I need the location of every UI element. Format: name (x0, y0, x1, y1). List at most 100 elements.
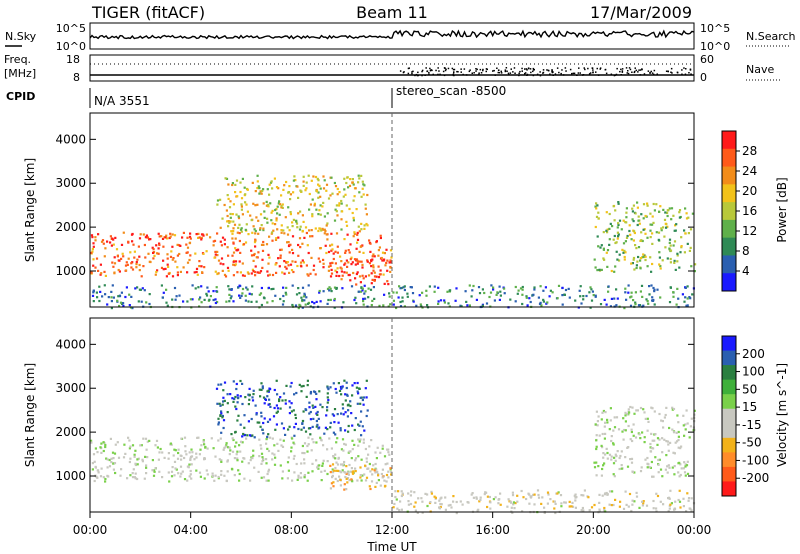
echo-cell (291, 303, 294, 307)
echo-cell (640, 231, 643, 234)
echo-cell (91, 248, 94, 251)
echo-cell (340, 393, 343, 396)
echo-cell (343, 488, 346, 491)
echo-cell (212, 298, 215, 302)
echo-cell (339, 429, 342, 432)
echo-cell (198, 453, 201, 456)
echo-cell (580, 302, 583, 305)
echo-cell (326, 460, 329, 463)
echo-cell (300, 462, 303, 465)
echo-cell (357, 438, 360, 441)
echo-cell (221, 414, 224, 418)
echo-cell (180, 458, 183, 461)
echo-cell (348, 207, 351, 211)
echo-cell (342, 195, 345, 198)
nave-point (521, 67, 523, 70)
freq-label-line1: Freq. (4, 53, 31, 66)
echo-cell (364, 297, 367, 300)
echo-cell (609, 222, 612, 225)
echo-cell (666, 465, 669, 468)
echo-cell (672, 407, 676, 411)
echo-cell (213, 239, 217, 242)
echo-cell (633, 268, 636, 271)
echo-cell (297, 212, 300, 215)
nave-point (525, 68, 528, 70)
echo-cell (284, 433, 287, 436)
echo-cell (125, 269, 128, 272)
echo-cell (172, 257, 175, 260)
echo-cell (231, 182, 234, 185)
echo-cell (252, 202, 255, 205)
echo-cell (322, 444, 325, 447)
echo-cell (110, 296, 113, 299)
echo-cell (206, 447, 209, 450)
echo-cell (574, 499, 577, 502)
echo-cell (406, 292, 409, 295)
echo-cell (627, 408, 630, 411)
echo-cell (212, 290, 215, 293)
echo-cell (232, 227, 235, 230)
echo-cell (541, 496, 544, 499)
echo-cell (318, 289, 321, 293)
echo-cell (106, 474, 109, 477)
echo-cell (503, 287, 506, 290)
freq-tick-bottom: 8 (73, 71, 80, 84)
echo-cell (109, 437, 112, 440)
echo-cell (594, 295, 597, 298)
echo-cell (608, 503, 611, 506)
echo-cell (371, 278, 374, 281)
echo-cell (257, 219, 260, 222)
echo-cell (203, 477, 206, 480)
echo-cell (315, 412, 318, 415)
echo-cell (315, 419, 318, 423)
echo-cell (145, 466, 148, 469)
echo-cell (300, 265, 303, 268)
echo-cell (106, 240, 109, 243)
echo-cell (454, 299, 457, 302)
echo-cell (653, 303, 656, 306)
echo-cell (330, 176, 333, 179)
echo-cell (229, 393, 232, 396)
echo-cell (255, 300, 258, 303)
echo-cell (383, 258, 386, 261)
echo-cell (266, 420, 270, 423)
echo-cell (514, 502, 517, 505)
echo-cell (340, 199, 343, 203)
echo-cell (533, 503, 536, 506)
echo-cell (195, 452, 198, 455)
echo-cell (241, 460, 244, 463)
echo-cell (226, 246, 229, 249)
echo-cell (206, 286, 209, 289)
colorbar-tick-label: 100 (742, 365, 765, 379)
colorbar-segment (722, 166, 736, 185)
echo-cell (254, 232, 257, 235)
nave-point (621, 71, 624, 73)
time-axis: 00:00 04:00 08:00 12:00 16:00 20:00 00:00 (73, 512, 711, 537)
nave-point (505, 67, 508, 69)
echo-cell (219, 404, 222, 407)
echo-cell (598, 508, 601, 511)
echo-cell (110, 244, 113, 247)
echo-cell (606, 493, 609, 496)
echo-cell (663, 438, 666, 441)
echo-cell (177, 451, 180, 455)
echo-cell (91, 236, 94, 239)
echo-cell (686, 492, 689, 495)
echo-cell (183, 436, 187, 439)
echo-cell (688, 507, 691, 510)
echo-cell (175, 295, 178, 298)
echo-cell (343, 177, 346, 180)
echo-cell (236, 457, 239, 460)
echo-cell (481, 304, 484, 307)
echo-cell (379, 234, 382, 237)
echo-cell (314, 405, 317, 408)
nave-point (582, 74, 585, 76)
echo-cell (279, 248, 282, 251)
nave-point (599, 68, 601, 70)
echo-cell (178, 252, 181, 256)
echo-cell (290, 402, 293, 405)
echo-cell (280, 224, 283, 227)
echo-cell (353, 382, 356, 385)
echo-cell (157, 232, 160, 235)
